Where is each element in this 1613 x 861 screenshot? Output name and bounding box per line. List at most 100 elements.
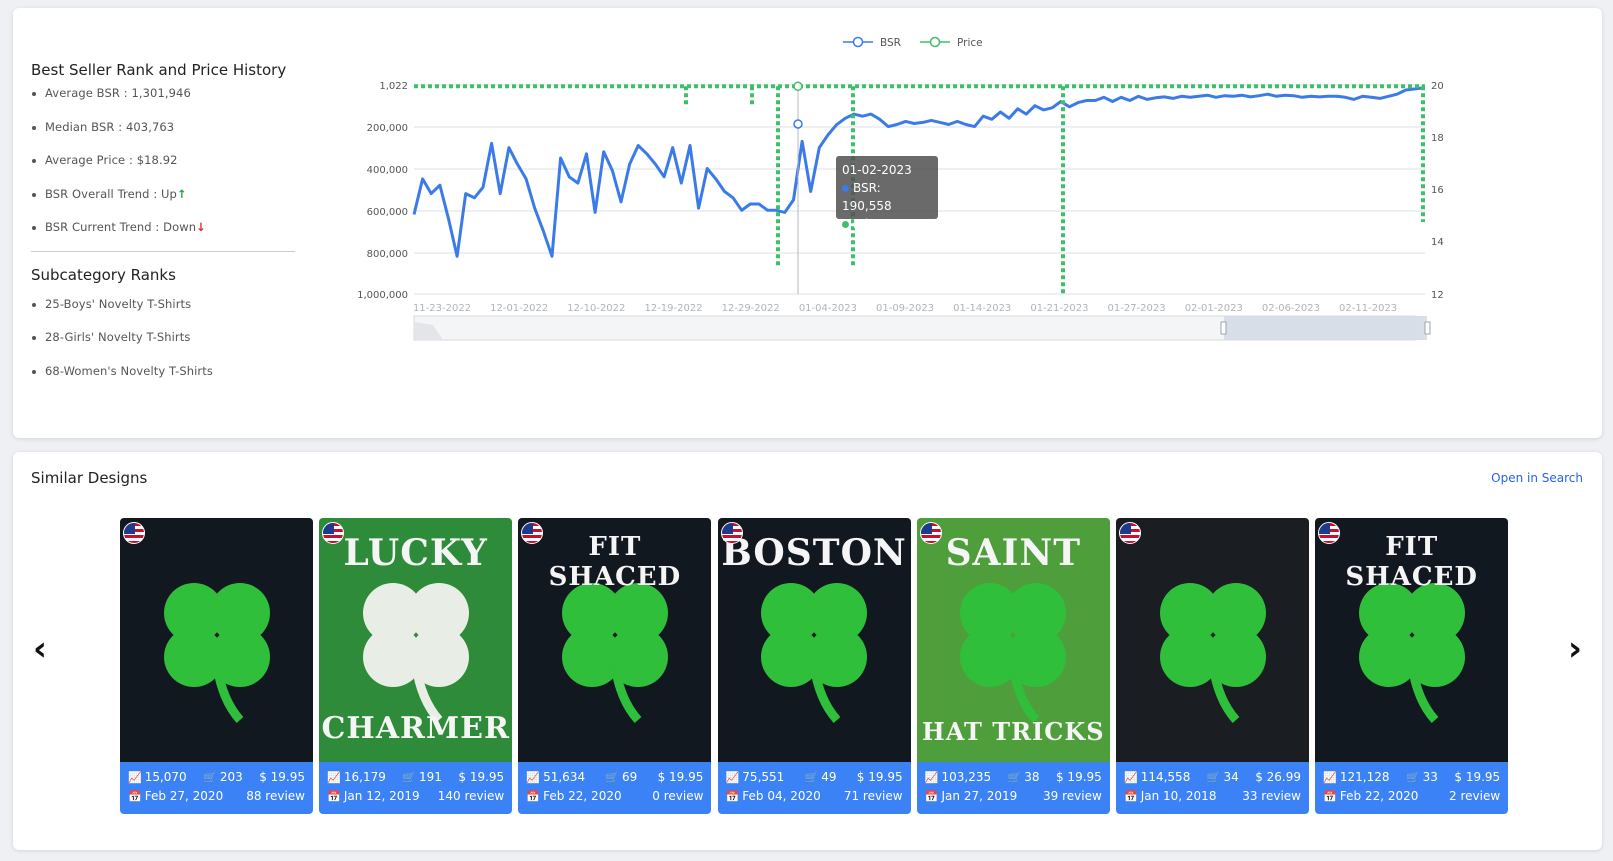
product-bsr: 📈 15,070 [128, 770, 187, 784]
info-row-meta: 📅 Jan 27, 2019 39 review [925, 787, 1102, 806]
us-flag-icon [521, 522, 544, 544]
shirt-text-top: FIT SHACED [548, 532, 682, 592]
product-sales: 🛒 191 [402, 770, 442, 784]
tooltip-price-row: Price: 19.95 [842, 215, 932, 233]
product-date: 📅 Jan 27, 2019 [924, 789, 1018, 803]
product-card[interactable]: LUCKY CHARMER 📈 16,179 🛒 191 $ 19.95 📅 Jan 12, 2… [319, 518, 513, 814]
y-left-tick-label: 600,000 [367, 207, 408, 218]
cart-icon: 🛒 [804, 771, 819, 784]
y-left-tick-label: 1,000,000 [357, 290, 408, 301]
chart-tooltip: 01-02-2023 BSR: 190,558 Price: 19.95 [836, 156, 938, 231]
info-row-stats: 📈 114,558 🛒 34 $ 26.99 [1124, 768, 1301, 787]
product-image[interactable]: SAINT HAT TRICKS [916, 518, 1110, 762]
info-row-stats: 📈 103,235 🛒 38 $ 19.95 [925, 768, 1102, 787]
product-info: 📈 15,070 🛒 203 $ 19.95 📅 Feb 27, 2020 88 review [120, 762, 313, 814]
similar-carousel: 📈 15,070 🛒 203 $ 19.95 📅 Feb 27, 2020 88 review… [120, 518, 1515, 814]
product-image[interactable]: FIT SHACED [518, 518, 712, 762]
shirt-text-top: BOSTON [721, 532, 907, 574]
info-row-meta: 📅 Jan 12, 2019 140 review [327, 787, 504, 806]
y-left-tick-label: 800,000 [367, 249, 408, 260]
subcategory-item: 68-Women's Novelty T-Shirts [32, 363, 295, 397]
stat-overall-trend: BSR Overall Trend : Up↑ [32, 186, 295, 220]
cart-icon: 🛒 [605, 771, 620, 784]
info-row-meta: 📅 Feb 22, 2020 0 review [526, 787, 703, 806]
us-flag-icon [123, 522, 145, 544]
product-card[interactable]: SAINT HAT TRICKS 📈 103,235 🛒 38 $ 19.95 📅 Jan 27… [916, 518, 1110, 814]
y-right-tick-label: 20 [1431, 81, 1444, 92]
product-bsr: 📈 51,634 [526, 770, 586, 784]
calendar-icon: 📅 [128, 790, 142, 803]
product-price: $ 19.95 [1454, 770, 1501, 784]
x-tick-label: 02-01-2023 [1185, 303, 1243, 314]
product-bsr: 📈 121,128 [1323, 770, 1390, 784]
product-price: $ 26.99 [1255, 770, 1301, 784]
info-row-meta: 📅 Jan 10, 2018 33 review [1124, 787, 1301, 806]
product-card[interactable]: BOSTON 📈 75,551 🛒 49 $ 19.95 📅 Feb 04, 2020 71 r… [717, 518, 911, 814]
tooltip-bsr: BSR: 190,558 [842, 181, 892, 213]
product-image[interactable]: LUCKY CHARMER [319, 518, 513, 762]
x-tick-label: 12-01-2022 [490, 303, 548, 314]
hover-bsr-marker [793, 119, 803, 129]
zoom-handle-right[interactable] [1424, 321, 1431, 335]
chevron-right-icon[interactable]: › [1567, 629, 1582, 669]
product-date: 📅 Jan 12, 2019 [327, 789, 420, 803]
chart-line-icon: 📈 [526, 771, 541, 784]
y-left-tick-label: 1,022 [379, 81, 408, 92]
calendar-icon: 📅 [1124, 790, 1138, 803]
product-reviews: 88 review [246, 789, 305, 803]
product-card[interactable]: FIT SHACED 📈 121,128 🛒 33 $ 19.95 📅 Feb 22, 202… [1315, 518, 1509, 814]
product-sales: 🛒 49 [804, 770, 837, 784]
zoom-slider-window[interactable] [1224, 316, 1427, 340]
zoom-slider-preview [415, 322, 443, 340]
product-sales: 🛒 34 [1206, 770, 1239, 784]
legend-bsr-label: BSR [880, 37, 901, 49]
product-sales: 🛒 38 [1007, 770, 1040, 784]
info-row-stats: 📈 16,179 🛒 191 $ 19.95 [327, 768, 504, 787]
product-sales: 🛒 69 [605, 770, 638, 784]
subcategory-item: 25-Boys' Novelty T-Shirts [32, 296, 295, 330]
bsr-series-line [412, 86, 1424, 258]
product-price: $ 19.95 [856, 770, 903, 784]
hover-price-marker [793, 81, 803, 92]
product-image[interactable] [1116, 518, 1309, 762]
cart-icon: 🛒 [402, 771, 417, 784]
history-title: Best Seller Rank and Price History [31, 61, 287, 79]
chevron-left-icon[interactable]: ‹ [33, 629, 48, 669]
product-bsr: 📈 103,235 [924, 770, 992, 784]
x-tick-label: 01-04-2023 [799, 303, 857, 314]
y-right-tick-label: 16 [1431, 185, 1444, 196]
product-bsr: 📈 16,179 [327, 770, 386, 784]
calendar-icon: 📅 [725, 790, 740, 803]
product-card[interactable]: 📈 114,558 🛒 34 $ 26.99 📅 Jan 10, 2018 33 review [1116, 518, 1309, 814]
shirt-text-top: FIT SHACED [1345, 532, 1478, 592]
open-in-search-link[interactable]: Open in Search [1491, 471, 1583, 485]
product-card[interactable]: 📈 15,070 🛒 203 $ 19.95 📅 Feb 27, 2020 88 review [120, 518, 313, 814]
product-reviews: 39 review [1043, 789, 1102, 803]
product-card[interactable]: FIT SHACED 📈 51,634 🛒 69 $ 19.95 📅 Feb 22, 2020… [518, 518, 712, 814]
product-info: 📈 75,551 🛒 49 $ 19.95 📅 Feb 04, 2020 71 review [717, 762, 911, 814]
shirt-text-bottom: HAT TRICKS [922, 717, 1105, 746]
subcategory-list: 25-Boys' Novelty T-Shirts 28-Girls' Nove… [31, 296, 295, 397]
bsr-price-chart[interactable]: BSR Price 1,022 200,000 400,000 600,000 800,00… [353, 22, 1463, 342]
shirt-text-top: LUCKY [343, 532, 488, 574]
subcategory-item: 28-Girls' Novelty T-Shirts [32, 329, 295, 363]
product-reviews: 140 review [437, 789, 505, 803]
product-date: 📅 Feb 04, 2020 [725, 789, 821, 803]
product-reviews: 33 review [1242, 789, 1301, 803]
product-image[interactable]: FIT SHACED [1315, 518, 1509, 762]
shirt-text-top: SAINT [945, 532, 1082, 574]
product-reviews: 2 review [1449, 789, 1501, 803]
us-flag-icon [1318, 522, 1341, 544]
product-sales: 🛒 203 [203, 770, 243, 784]
zoom-handle-left[interactable] [1220, 321, 1227, 335]
stat-median-bsr: Median BSR : 403,763 [32, 119, 295, 153]
x-tick-label: 01-14-2023 [953, 303, 1011, 314]
product-image[interactable] [120, 518, 313, 762]
chart-line-icon: 📈 [725, 771, 740, 784]
product-price: $ 19.95 [1055, 770, 1102, 784]
product-image[interactable]: BOSTON [717, 518, 911, 762]
x-tick-label: 01-09-2023 [876, 303, 934, 314]
shamrock-icon [1358, 583, 1465, 724]
product-reviews: 71 review [843, 789, 903, 803]
chart-line-icon: 📈 [924, 771, 939, 784]
